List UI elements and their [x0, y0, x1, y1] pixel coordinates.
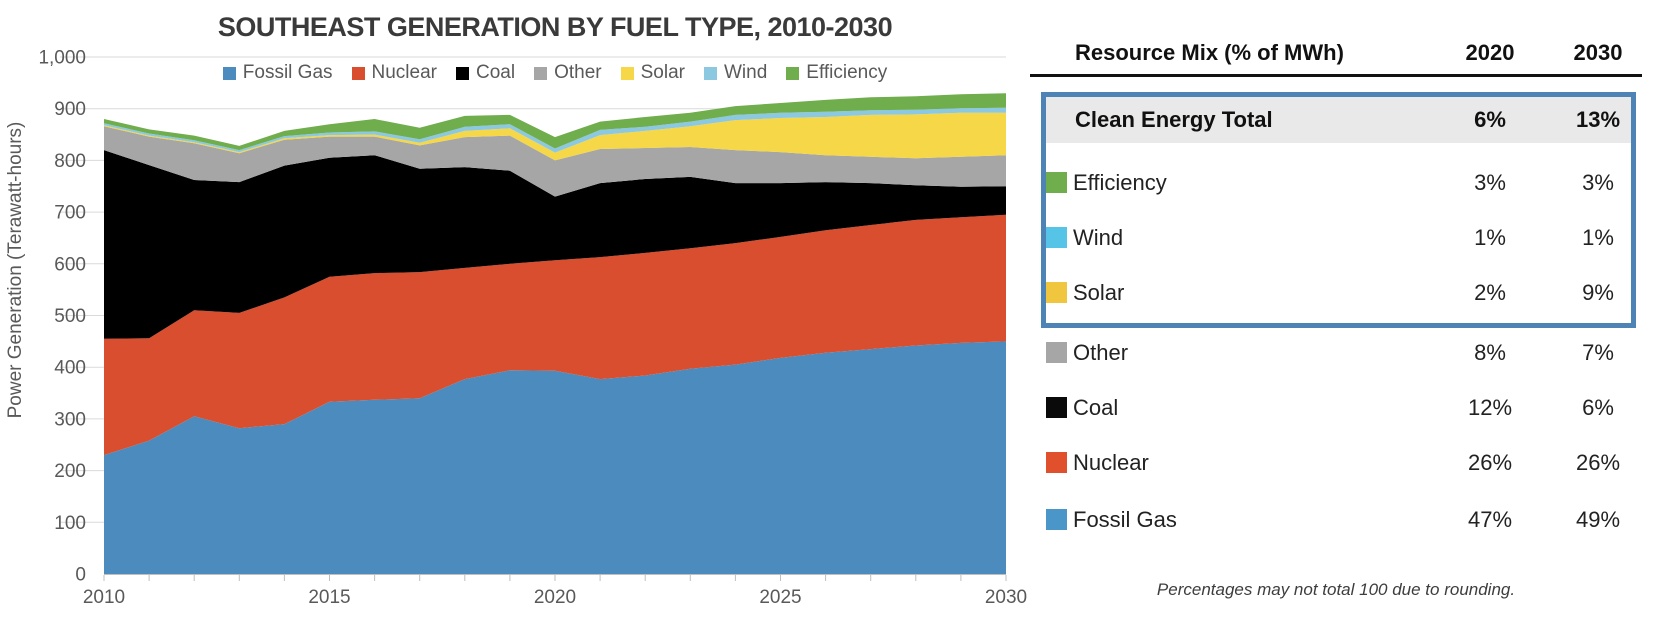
other-swatch-icon: [534, 66, 548, 80]
wind-swatch-icon: [703, 66, 717, 80]
table-header-row: Resource Mix (% of MWh) 2020 2030: [1030, 36, 1642, 72]
nuclear-area: [104, 214, 1006, 456]
efficiency-swatch-icon: [786, 66, 800, 80]
fossil-gas-area: [104, 341, 1006, 574]
wind-swatch-icon: [1046, 227, 1067, 248]
clean-energy-total-row: Clean Energy Total 6% 13%: [1046, 97, 1631, 143]
y-tick-label: 300: [54, 409, 86, 430]
efficiency-area: [104, 93, 1006, 151]
wind-area: [104, 107, 1006, 153]
chart-plot-area: 0 100 200 300 400 500 600 700 800 900 1,000 2010 201…: [38, 48, 1027, 609]
y-tick-label: 700: [54, 203, 86, 224]
coal-swatch-icon: [1046, 397, 1067, 418]
generation-area-chart: SOUTHEAST GENERATION BY FUEL TYPE, 2010-…: [5, 12, 1027, 609]
y-tick-label: 200: [54, 461, 86, 482]
y-tick-label: 500: [54, 306, 86, 327]
table-header-label: Resource Mix (% of MWh): [1075, 40, 1344, 65]
table-row-fossil-gas: Fossil Gas 47% 49%: [1046, 505, 1631, 535]
chart-legend: Fossil Gas Nuclear Coal Other Solar Wind…: [104, 62, 1006, 84]
table-row-solar: Solar 2% 9%: [1046, 278, 1631, 308]
clean-energy-total-2030: 13%: [1575, 107, 1621, 132]
legend-item-solar: Solar: [620, 62, 685, 84]
clean-energy-total-label: Clean Energy Total: [1075, 107, 1273, 132]
other-area: [104, 126, 1006, 197]
solar-area: [104, 112, 1006, 161]
solar-swatch-icon: [620, 66, 634, 80]
nuclear-swatch-icon: [351, 66, 365, 80]
clean-energy-highlight-box: [1041, 92, 1636, 328]
table-footnote: Percentages may not total 100 due to rou…: [1156, 580, 1516, 599]
legend-item-coal: Coal: [456, 62, 515, 84]
efficiency-swatch-icon: [1046, 172, 1067, 193]
coal-swatch-icon: [456, 66, 469, 80]
y-tick-label: 100: [54, 513, 86, 534]
legend-item-wind: Wind: [703, 62, 767, 84]
other-swatch-icon: [1046, 342, 1067, 363]
resource-mix-table: Resource Mix (% of MWh) 2020 2030 Clean …: [1030, 0, 1642, 624]
nuclear-swatch-icon: [1046, 452, 1067, 473]
legend-item-fossil-gas: Fossil Gas: [222, 62, 333, 84]
table-row-efficiency: Efficiency 3% 3%: [1046, 168, 1631, 198]
y-tick-label: 0: [75, 565, 86, 586]
fossil-gas-swatch-icon: [222, 66, 236, 80]
fossil-gas-swatch-icon: [1046, 509, 1067, 530]
chart-title: SOUTHEAST GENERATION BY FUEL TYPE, 2010-…: [217, 12, 893, 42]
y-tick-label: 1,000: [38, 48, 86, 69]
table-row-nuclear: Nuclear 26% 26%: [1046, 448, 1631, 478]
x-tick-label: 2010: [83, 587, 125, 608]
table-header-divider: [1030, 74, 1642, 77]
y-tick-label: 600: [54, 254, 86, 275]
y-tick-label: 400: [54, 358, 86, 379]
x-tick-label: 2025: [759, 587, 801, 608]
legend-item-nuclear: Nuclear: [351, 62, 437, 84]
table-row-coal: Coal 12% 6%: [1046, 393, 1631, 423]
x-tick-label: 2015: [308, 587, 350, 608]
clean-energy-total-2020: 6%: [1474, 107, 1506, 132]
y-tick-label: 800: [54, 151, 86, 172]
x-tick-label: 2030: [985, 587, 1027, 608]
table-header-2030: 2030: [1573, 40, 1623, 65]
x-tick-label: 2020: [534, 587, 576, 608]
solar-swatch-icon: [1046, 282, 1067, 303]
table-row-other: Other 8% 7%: [1046, 338, 1631, 368]
coal-area: [104, 150, 1006, 339]
table-header-2020: 2020: [1465, 40, 1515, 65]
y-tick-label: 900: [54, 99, 86, 120]
legend-item-other: Other: [534, 62, 602, 84]
table-row-wind: Wind 1% 1%: [1046, 223, 1631, 253]
legend-item-efficiency: Efficiency: [786, 62, 887, 84]
